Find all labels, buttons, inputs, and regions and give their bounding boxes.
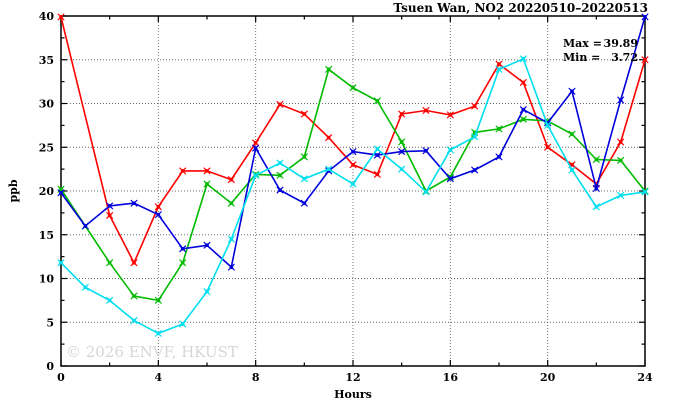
x-axis-label: Hours bbox=[334, 388, 372, 401]
series-cyan bbox=[57, 55, 649, 338]
max-annotation-label: Max = bbox=[563, 37, 602, 50]
svg-text:15: 15 bbox=[39, 229, 54, 242]
svg-text:10: 10 bbox=[39, 273, 55, 286]
series-red bbox=[57, 13, 649, 267]
max-annotation-value: 39.89 bbox=[604, 37, 638, 50]
svg-text:4: 4 bbox=[155, 371, 163, 384]
svg-text:24: 24 bbox=[637, 371, 653, 384]
svg-text:16: 16 bbox=[443, 371, 459, 384]
svg-text:12: 12 bbox=[345, 371, 360, 384]
svg-text:5: 5 bbox=[46, 316, 54, 329]
series-green bbox=[57, 65, 649, 304]
min-annotation-label: Min = bbox=[563, 51, 600, 64]
min-annotation-value: 3.72 bbox=[611, 51, 638, 64]
y-axis-label: ppb bbox=[7, 179, 20, 202]
data-series bbox=[57, 13, 649, 338]
svg-text:20: 20 bbox=[39, 185, 55, 198]
tick-labels: 0 4 8 12 16 20 24 0 5 10 15 20 25 30 35 40 bbox=[39, 10, 653, 384]
svg-text:30: 30 bbox=[39, 98, 55, 111]
chart-title: Tsuen Wan, NO2 20220510–20220513 bbox=[393, 1, 648, 15]
svg-text:8: 8 bbox=[252, 371, 260, 384]
svg-text:0: 0 bbox=[57, 371, 65, 384]
svg-text:0: 0 bbox=[46, 360, 54, 373]
axis-ticks bbox=[60, 15, 646, 367]
watermark: © 2026 ENVF, HKUST bbox=[66, 343, 238, 361]
svg-text:35: 35 bbox=[39, 54, 54, 67]
svg-text:40: 40 bbox=[39, 10, 55, 23]
gridlines bbox=[61, 16, 645, 366]
svg-text:25: 25 bbox=[39, 141, 54, 154]
svg-text:20: 20 bbox=[540, 371, 556, 384]
